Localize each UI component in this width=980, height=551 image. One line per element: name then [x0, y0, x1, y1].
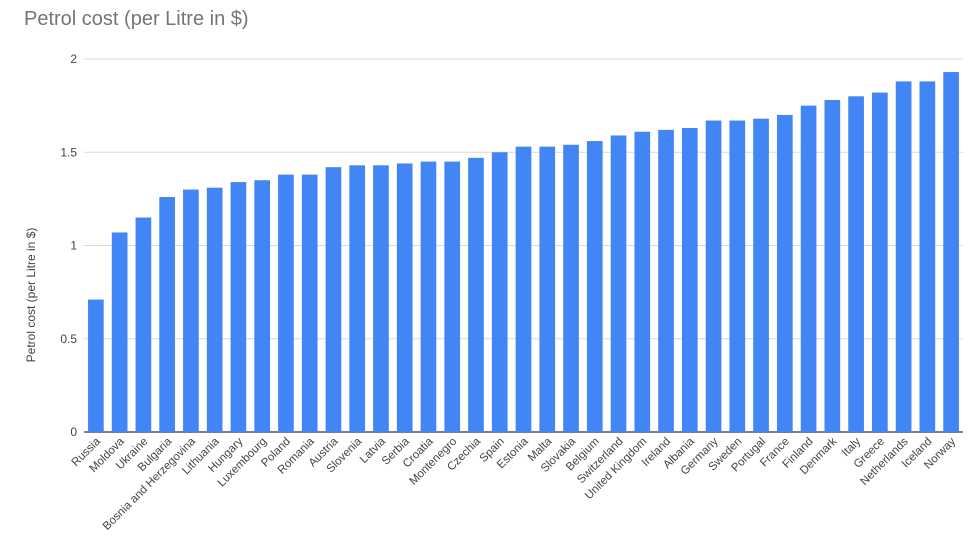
y-tick-label: 0.5: [60, 332, 77, 346]
bar: [491, 152, 508, 432]
bar: [658, 129, 674, 432]
bar: [848, 96, 864, 433]
bar: [420, 161, 437, 432]
bar: [681, 128, 698, 432]
bar: [753, 118, 769, 433]
bar: [444, 161, 461, 432]
bar: [254, 180, 271, 432]
bar: [705, 120, 722, 433]
bar: [278, 174, 294, 432]
bar: [943, 72, 959, 433]
bar: [396, 163, 413, 432]
y-tick-label: 2: [70, 52, 77, 66]
bar: [111, 232, 128, 432]
y-axis-label: Petrol cost (per Litre in $): [24, 228, 38, 363]
bar: [729, 120, 746, 433]
chart-title: Petrol cost (per Litre in $): [24, 8, 249, 30]
bar: [373, 165, 389, 432]
bars: [88, 72, 959, 433]
bar: [610, 135, 627, 432]
y-tick-label: 0: [70, 425, 77, 439]
bar: [824, 100, 841, 432]
bar: [88, 299, 104, 432]
bar: [895, 81, 912, 432]
bar: [206, 187, 223, 432]
y-tick-label: 1.5: [60, 145, 77, 159]
bar: [325, 167, 342, 433]
bar: [230, 182, 247, 432]
bar: [539, 146, 556, 432]
bar: [349, 165, 366, 432]
y-axis-ticks: 0 0.5 1 1.5 2: [60, 52, 77, 439]
y-tick-label: 1: [70, 239, 77, 253]
bar: [919, 81, 936, 432]
bar: [800, 105, 817, 432]
bar: [301, 174, 318, 432]
bar: [468, 157, 484, 432]
bar: [563, 144, 579, 433]
bar: [872, 92, 888, 432]
bar: [135, 217, 152, 432]
bar: [515, 146, 532, 432]
bar: [586, 141, 603, 432]
bar: [634, 131, 651, 433]
bar: [159, 197, 175, 432]
bar: [183, 189, 199, 432]
bar: [776, 114, 793, 432]
